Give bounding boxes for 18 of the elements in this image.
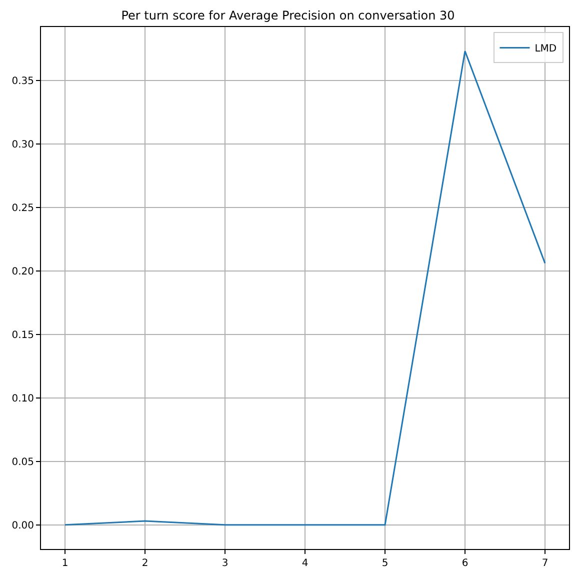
x-tick-label: 7 xyxy=(542,558,548,569)
y-tick-label: 0.30 xyxy=(12,139,34,150)
y-tick-label: 0.20 xyxy=(12,266,34,278)
x-tick-label: 2 xyxy=(142,558,148,569)
y-tick-label: 0.10 xyxy=(12,393,34,404)
chart-title: Per turn score for Average Precision on conversation 30 xyxy=(121,8,455,22)
y-tick-label: 0.15 xyxy=(12,330,34,341)
y-tick-label: 0.35 xyxy=(12,76,34,87)
x-tick-label: 4 xyxy=(302,558,308,569)
legend-label: LMD xyxy=(534,44,557,55)
x-tick-label: 3 xyxy=(222,558,228,569)
y-tick-label: 0.25 xyxy=(12,202,34,214)
x-tick-label: 5 xyxy=(382,558,388,569)
y-tick-label: 0.00 xyxy=(12,520,34,532)
line-series xyxy=(64,50,546,526)
x-tick-label: 6 xyxy=(462,558,468,569)
x-tick-label: 1 xyxy=(62,558,68,569)
y-tick-label: 0.05 xyxy=(12,456,34,468)
